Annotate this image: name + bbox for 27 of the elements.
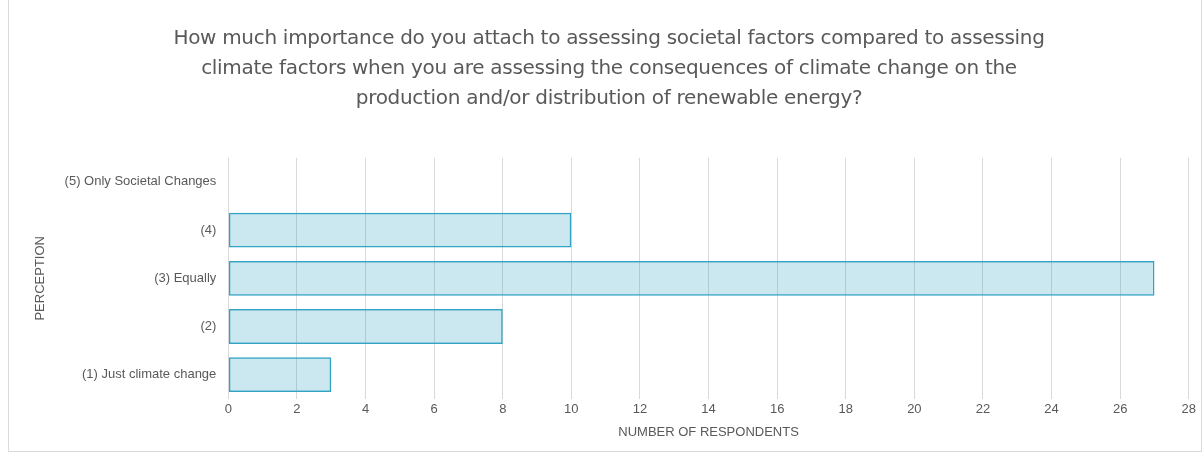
y-tick-label: (4) bbox=[200, 221, 217, 237]
x-tick-label: 8 bbox=[499, 401, 507, 417]
x-tick-label: 16 bbox=[769, 401, 785, 417]
chart-title: How much importance do you attach to assessing societal factors compared to assessing climate factors when you are assessing the consequences of climate change on the production and/or distribution of renewable energy? bbox=[172, 24, 1046, 111]
x-tick-label: 2 bbox=[293, 401, 301, 417]
x-tick-label: 6 bbox=[430, 401, 438, 417]
y-tick-label: (3) Equally bbox=[154, 269, 217, 285]
x-tick-label: 10 bbox=[564, 401, 579, 417]
y-tick-label: (2) bbox=[200, 318, 217, 334]
bar bbox=[228, 260, 1155, 296]
bar bbox=[228, 357, 332, 393]
x-tick-label: 14 bbox=[701, 401, 716, 417]
x-axis-title: NUMBER OF RESPONDENTS bbox=[618, 423, 800, 439]
x-tick-label: 22 bbox=[975, 401, 991, 417]
x-tick-label: 20 bbox=[907, 401, 922, 417]
y-tick-label: (1) Just climate change bbox=[81, 366, 217, 382]
x-tick-label: 18 bbox=[838, 401, 853, 417]
x-tick-label: 4 bbox=[361, 401, 370, 417]
bar bbox=[228, 309, 503, 344]
y-axis-title: PERCEPTION bbox=[32, 236, 48, 321]
x-tick-label: 12 bbox=[632, 401, 648, 417]
x-tick-label: 24 bbox=[1044, 401, 1059, 417]
x-tick-label: 0 bbox=[224, 401, 232, 417]
y-tick-label: (5) Only Societal Changes bbox=[64, 173, 217, 189]
x-tick-label: 26 bbox=[1112, 401, 1128, 417]
bar bbox=[228, 212, 572, 248]
x-tick-label: 28 bbox=[1181, 401, 1196, 417]
